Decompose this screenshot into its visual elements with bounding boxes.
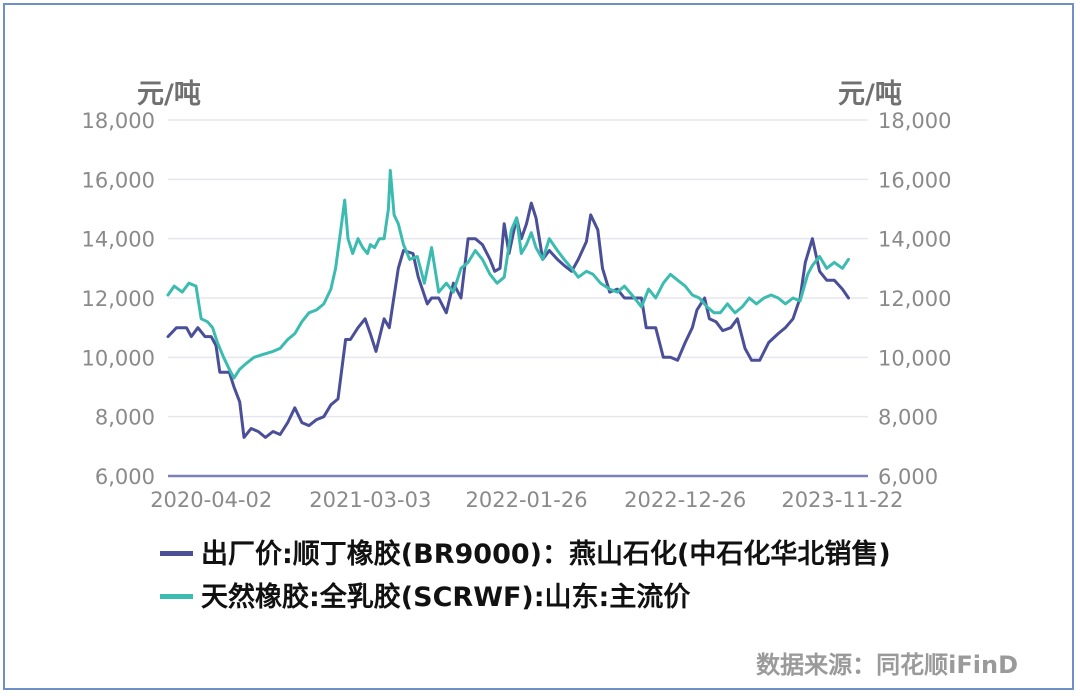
- left-y-axis: 6,000 8,000 10,000 12,000 14,000 16,000 18,000: [82, 109, 155, 489]
- legend-label-scrwf: 天然橡胶:全乳胶(SCRWF):山东:主流价: [201, 582, 691, 613]
- legend-item-br9000: 出厂价:顺丁橡胶(BR9000)：燕山石化(中石化华北销售): [160, 532, 891, 571]
- right-y-axis: 6,000 8,000 10,000 12,000 14,000 16,000 18,000: [878, 109, 951, 489]
- legend-swatch-scrwf: [160, 594, 193, 599]
- y-right-tick-label: 18,000: [878, 109, 951, 133]
- y-right-tick-label: 12,000: [878, 287, 951, 311]
- left-axis-unit: 元/吨: [137, 79, 201, 110]
- y-left-tick-label: 14,000: [82, 228, 155, 252]
- series-lines: [166, 168, 850, 439]
- series-line-1: [166, 201, 850, 439]
- right-axis-unit: 元/吨: [838, 79, 902, 110]
- legend-item-scrwf: 天然橡胶:全乳胶(SCRWF):山东:主流价: [160, 575, 690, 614]
- y-left-tick-label: 18,000: [82, 109, 155, 133]
- y-right-tick-label: 8,000: [878, 406, 938, 430]
- y-left-tick-label: 6,000: [95, 465, 155, 489]
- y-left-tick-label: 10,000: [82, 346, 155, 370]
- y-right-tick-label: 16,000: [878, 168, 951, 192]
- x-tick-label: 2022-01-26: [466, 488, 588, 512]
- x-tick-label: 2023-11-22: [781, 488, 903, 512]
- y-left-tick-label: 8,000: [95, 406, 155, 430]
- y-left-tick-label: 16,000: [82, 168, 155, 192]
- x-tick-label: 2021-03-03: [309, 488, 431, 512]
- chart-frame: [3, 3, 1074, 690]
- y-right-tick-label: 10,000: [878, 346, 951, 370]
- y-right-tick-label: 14,000: [878, 228, 951, 252]
- data-source-note: 数据来源：同花顺iFinD: [756, 651, 1018, 679]
- x-tick-label: 2020-04-02: [150, 488, 272, 512]
- x-axis: 2020-04-02 2021-03-03 2022-01-26 2022-12-26…: [150, 488, 903, 512]
- legend-swatch-br9000: [160, 551, 193, 556]
- series-line-2: [166, 168, 850, 380]
- y-right-tick-label: 6,000: [878, 465, 938, 489]
- x-tick-label: 2022-12-26: [624, 488, 746, 512]
- y-left-tick-label: 12,000: [82, 287, 155, 311]
- legend-label-br9000: 出厂价:顺丁橡胶(BR9000)：燕山石化(中石化华北销售): [201, 539, 891, 570]
